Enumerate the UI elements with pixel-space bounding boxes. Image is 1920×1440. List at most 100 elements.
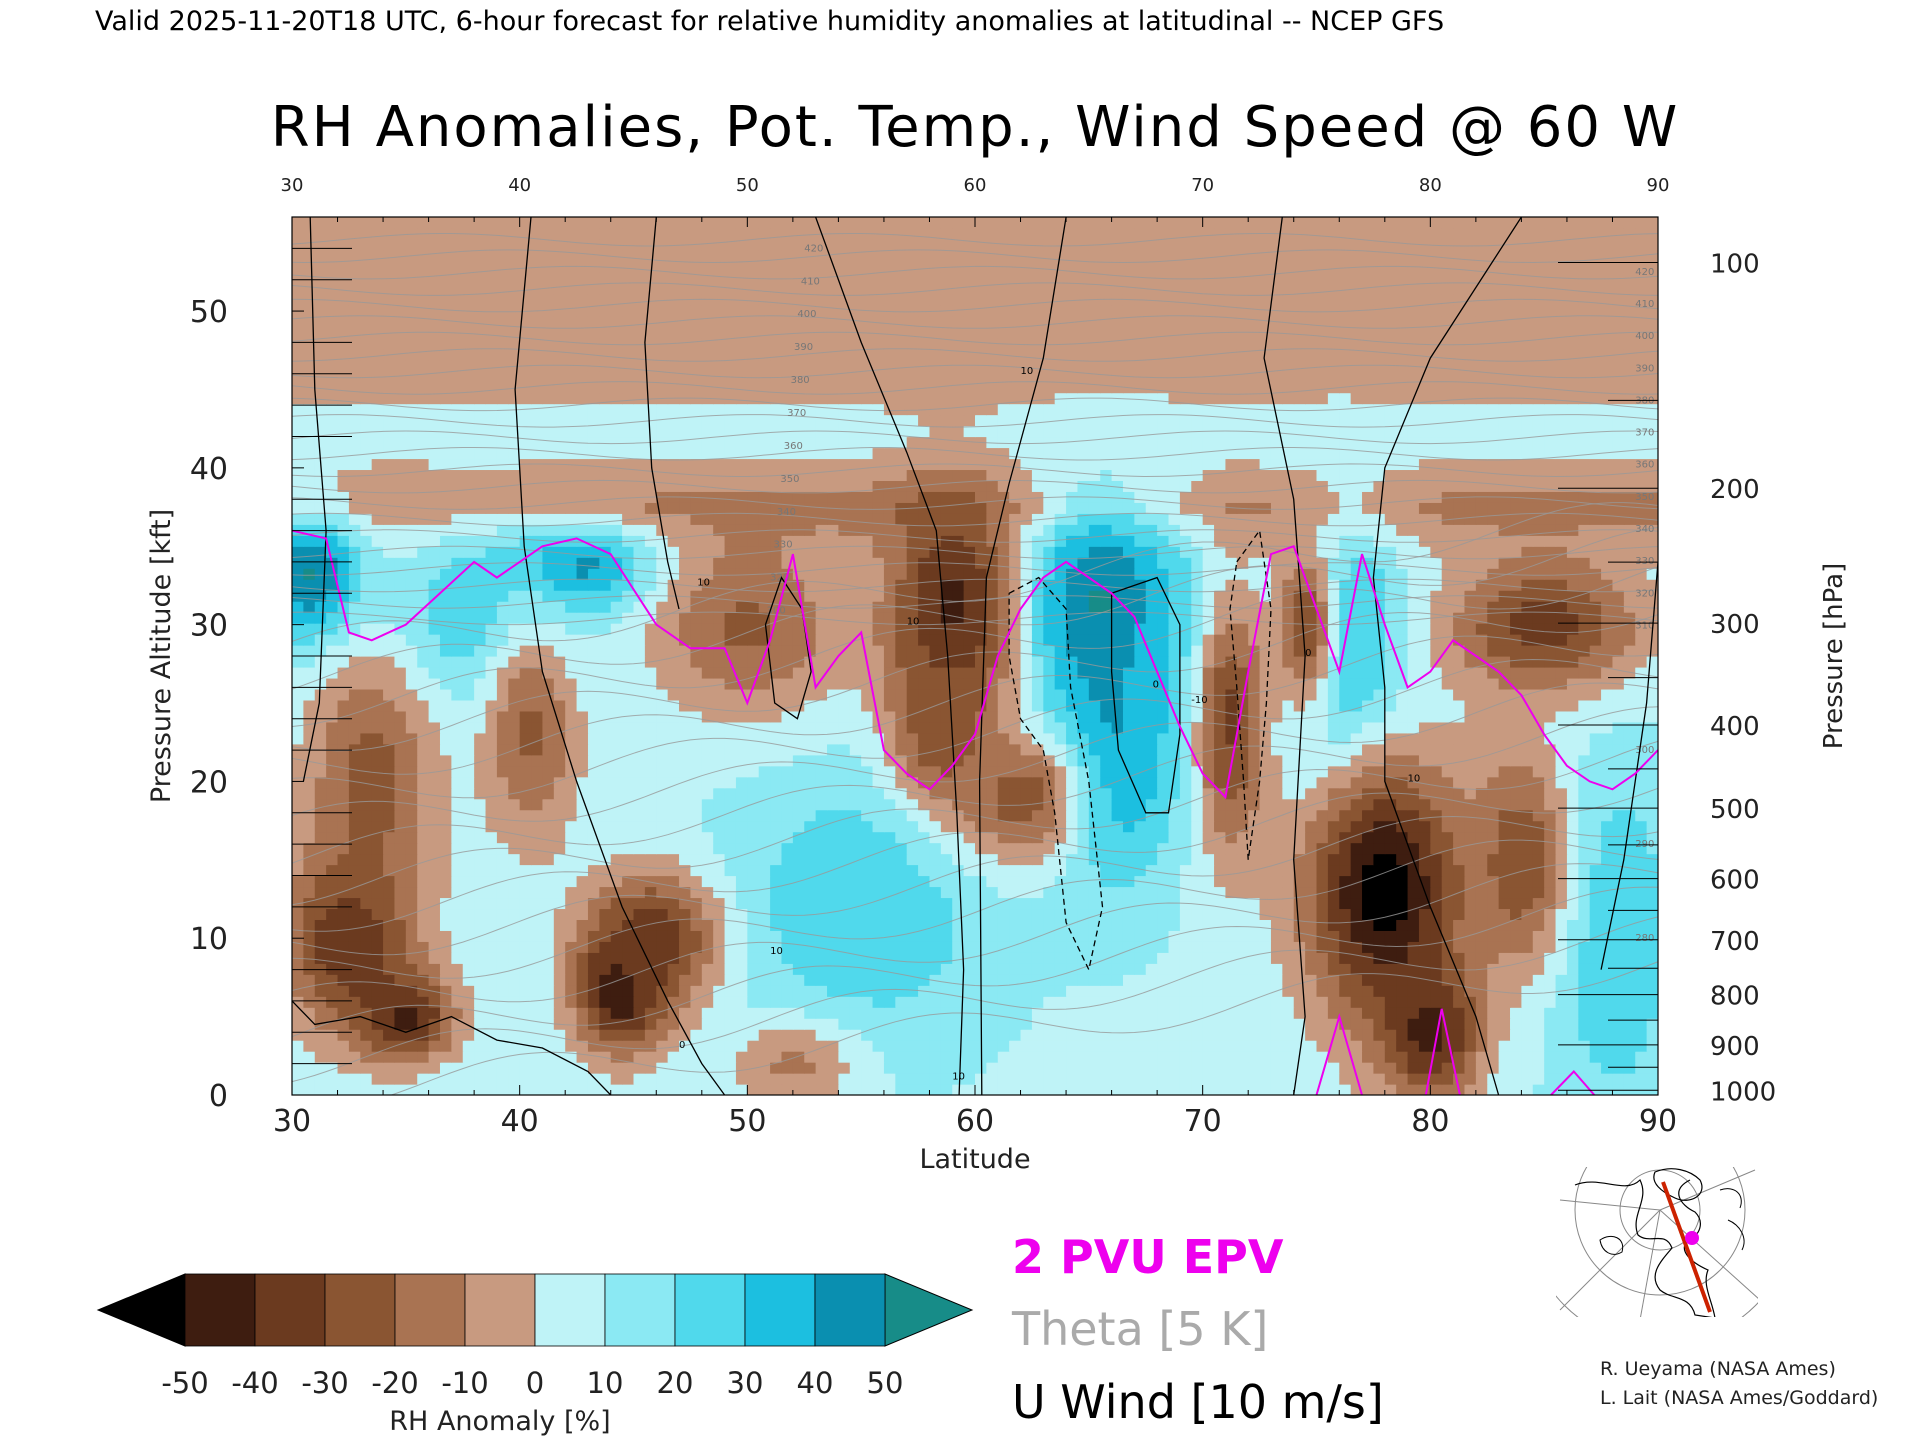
rh-cell: [1350, 699, 1363, 712]
rh-cell: [348, 1040, 361, 1052]
rh-cell: [644, 886, 657, 899]
rh-cell: [326, 1029, 339, 1041]
rh-cell: [1601, 645, 1614, 657]
rh-cell: [1168, 1007, 1181, 1019]
rh-cell: [565, 1084, 578, 1095]
rh-cell: [542, 765, 555, 778]
rh-cell: [656, 897, 669, 910]
rh-cell: [1157, 820, 1170, 833]
rh-cell: [542, 1040, 555, 1052]
rh-cell: [1202, 919, 1215, 931]
rh-cell: [1350, 952, 1363, 964]
rh-cell: [474, 1062, 487, 1074]
rh-cell: [1031, 831, 1044, 844]
rh-cell: [1510, 974, 1522, 986]
rh-cell: [1020, 732, 1033, 745]
rh-cell: [1179, 688, 1192, 701]
rh-cell: [690, 974, 703, 986]
rh-cell: [1179, 886, 1192, 899]
rh-cell: [963, 732, 976, 745]
rh-cell: [735, 666, 748, 679]
rh-cell: [1111, 787, 1124, 800]
rh-cell: [1066, 666, 1079, 679]
rh-cell: [371, 1018, 384, 1030]
rh-cell: [326, 688, 339, 701]
rh-cell: [394, 656, 407, 668]
rh-cell: [770, 930, 783, 942]
rh-cell: [804, 776, 817, 789]
rh-cell: [1031, 996, 1044, 1008]
rh-cell: [1601, 820, 1614, 833]
rh-cell: [394, 842, 407, 855]
rh-cell: [918, 1051, 931, 1063]
rh-cell: [1202, 908, 1215, 920]
rh-cell: [1475, 743, 1488, 756]
rh-cell: [1100, 1051, 1113, 1063]
rh-cell: [1248, 842, 1261, 855]
rh-cell: [1635, 919, 1648, 931]
rh-cell: [963, 831, 976, 844]
rh-cell: [610, 798, 623, 811]
rh-cell: [781, 842, 794, 855]
rh-cell: [462, 1062, 475, 1074]
rh-cell: [1236, 732, 1249, 745]
rh-cell: [1623, 1073, 1636, 1085]
rh-cell: [986, 864, 999, 877]
rh-cell: [405, 645, 418, 657]
rh-cell: [417, 842, 430, 855]
rh-cell: [1293, 776, 1306, 789]
rh-cell: [1510, 1062, 1522, 1074]
rh-cell: [1407, 699, 1420, 712]
rh-cell: [690, 996, 703, 1008]
rh-cell: [303, 754, 316, 767]
rh-cell: [542, 864, 555, 877]
rh-cell: [1031, 974, 1044, 986]
rh-cell: [1293, 1018, 1306, 1030]
rh-cell: [656, 688, 669, 701]
rh-cell: [679, 677, 692, 690]
rh-cell: [1020, 1018, 1033, 1030]
rh-cell: [1259, 853, 1272, 866]
rh-cell: [1350, 677, 1363, 690]
rh-cell: [1225, 974, 1238, 986]
rh-cell: [462, 919, 475, 931]
rh-cell: [451, 853, 464, 866]
rh-cell: [1305, 974, 1318, 986]
rh-cell: [1043, 853, 1056, 866]
rh-cell: [861, 842, 874, 855]
rh-cell: [1327, 699, 1340, 712]
rh-cell: [292, 1018, 304, 1030]
rh-cell: [1532, 1018, 1545, 1030]
rh-cell: [326, 798, 339, 811]
rh-cell: [314, 721, 327, 734]
rh-cell: [1555, 743, 1568, 756]
rh-cell: [292, 776, 304, 789]
rh-cell: [303, 677, 316, 690]
rh-cell: [314, 634, 327, 646]
rh-cell: [1031, 1040, 1044, 1052]
rh-cell: [383, 875, 396, 888]
rh-cell: [1316, 765, 1329, 778]
rh-cell: [986, 875, 999, 888]
rh-cell: [439, 875, 452, 888]
rh-cell: [462, 996, 475, 1008]
rh-cell: [747, 985, 760, 997]
rh-cell: [1088, 699, 1101, 712]
rh-cell: [1339, 908, 1352, 920]
rh-cell: [576, 908, 589, 920]
rh-cell: [428, 688, 441, 701]
rh-cell: [1578, 1073, 1591, 1085]
rh-cell: [587, 1084, 600, 1095]
rh-cell: [1214, 721, 1227, 734]
rh-cell: [1544, 787, 1557, 800]
rh-cell: [918, 1007, 931, 1019]
rh-cell: [565, 842, 578, 855]
rh-cell: [1111, 1073, 1124, 1085]
rh-cell: [792, 820, 805, 833]
rh-cell: [1214, 831, 1227, 844]
rh-cell: [576, 809, 589, 822]
rh-cell: [713, 974, 726, 986]
rh-cell: [1362, 875, 1375, 888]
rh-cell: [1601, 710, 1614, 723]
rh-cell: [1396, 677, 1409, 690]
